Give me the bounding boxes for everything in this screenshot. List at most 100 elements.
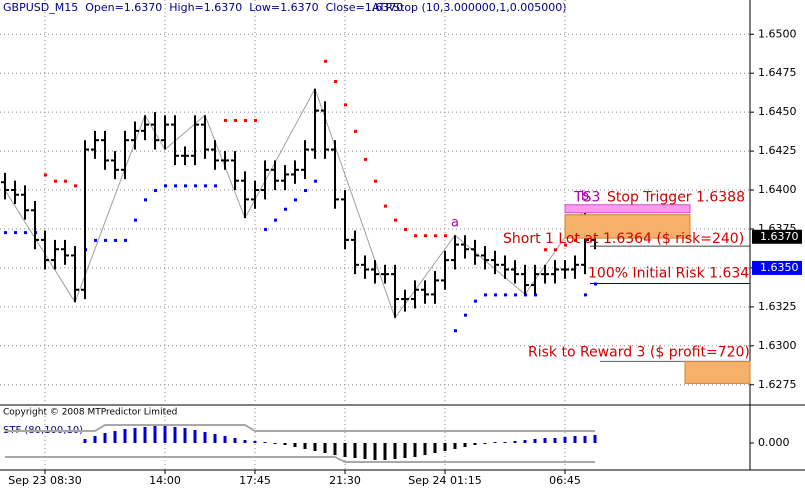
stf-bar xyxy=(593,435,597,443)
stf-bar xyxy=(393,443,397,459)
atr-stop-dot xyxy=(574,238,577,242)
atr-stop-dot xyxy=(374,179,377,183)
stf-bar xyxy=(583,436,587,443)
y-tick-label: 1.6300 xyxy=(758,339,797,352)
copyright: Copyright © 2008 MTPredictor Limited xyxy=(3,408,177,418)
stf-bar xyxy=(543,438,547,443)
stop-trigger-box xyxy=(564,204,691,214)
atr-stop-dot xyxy=(264,227,267,231)
stf-bar xyxy=(533,439,537,443)
atr-stop-dot xyxy=(394,218,397,222)
atr-stop-dot xyxy=(354,129,357,133)
atr-stop-dot xyxy=(514,293,517,297)
x-tick-label: 21:30 xyxy=(329,474,361,487)
atr-stop-dot xyxy=(364,157,367,161)
stf-bar xyxy=(303,443,307,449)
y-tick-label: 1.6400 xyxy=(758,183,797,196)
atr-stop-dot xyxy=(344,103,347,107)
y-tick-label: 1.6500 xyxy=(758,27,797,40)
atr-stop-dot xyxy=(534,293,537,297)
atr-stop-dot xyxy=(294,198,297,202)
y-tick-label: 0.000 xyxy=(758,436,790,449)
atr-stop-dot xyxy=(164,184,167,188)
price-marker-label: 1.6370 xyxy=(760,230,799,243)
price-marker-label: 1.6350 xyxy=(760,261,799,274)
risk-label: 100% Initial Risk 1.634 xyxy=(588,266,749,282)
atr-stop-dot xyxy=(224,118,227,122)
target-zone xyxy=(684,360,751,384)
stop-trigger-label: Stop Trigger 1.6388 xyxy=(607,190,745,206)
atr-stop-dot xyxy=(104,238,107,242)
stf-bar xyxy=(193,430,197,443)
atr-stop-dot xyxy=(554,248,557,252)
stf-bar xyxy=(133,428,137,443)
atr-stop-dot xyxy=(44,173,47,177)
stf-bar xyxy=(403,443,407,458)
stf-bar xyxy=(353,443,357,458)
atr-stop-dot xyxy=(204,184,207,188)
atr-stop-dot xyxy=(174,184,177,188)
atr-stop-dot xyxy=(544,248,547,252)
atr-stop-dot xyxy=(484,293,487,297)
stf-bar xyxy=(243,440,247,443)
atr-stop-dot xyxy=(274,218,277,222)
y-tick-label: 1.6450 xyxy=(758,105,797,118)
stf-bar xyxy=(433,443,437,453)
stf-bar xyxy=(293,443,297,447)
stf-bar xyxy=(343,443,347,457)
stf-bar xyxy=(523,440,527,443)
atr-stop-dot xyxy=(434,234,437,238)
stf-bar xyxy=(493,442,497,443)
atr-stop-dot xyxy=(234,118,237,122)
indicator-label: ATRStop (10,3.000000,1,0.005000) xyxy=(372,1,567,14)
atr-stop-dot xyxy=(384,204,387,208)
x-tick-label: 17:45 xyxy=(239,474,271,487)
stf-bar xyxy=(93,436,97,443)
atr-stop-dot xyxy=(584,293,587,297)
atr-stop-dot xyxy=(244,118,247,122)
atr-stop-dot xyxy=(324,59,327,63)
atr-stop-dot xyxy=(134,218,137,222)
atr-stop-dot xyxy=(524,293,527,297)
atr-stop-dot xyxy=(494,293,497,297)
atr-stop-dot xyxy=(194,184,197,188)
atr-stop-dot xyxy=(184,184,187,188)
atr-stop-dot xyxy=(454,329,457,333)
atr-stop-dot xyxy=(114,238,117,242)
x-tick-label: 06:45 xyxy=(549,474,581,487)
y-tick-label: 1.6475 xyxy=(758,66,797,79)
stf-bar xyxy=(513,441,517,443)
atr-stop-dot xyxy=(254,118,257,122)
stf-bar xyxy=(153,426,157,443)
stf-bar xyxy=(313,443,317,451)
atr-stop-dot xyxy=(444,234,447,238)
stf-bar xyxy=(473,443,477,445)
stf-bar xyxy=(283,443,287,445)
price-marker xyxy=(752,260,802,275)
stf-bar xyxy=(253,441,257,443)
atr-stop-dot xyxy=(284,207,287,211)
stf-bar xyxy=(463,443,467,447)
atr-stop-dot xyxy=(334,80,337,83)
stf-bar xyxy=(503,442,507,443)
atr-stop-dot xyxy=(144,198,147,202)
y-tick-label: 1.6275 xyxy=(758,378,797,391)
atr-stop-dot xyxy=(4,231,7,235)
atr-stop-dot xyxy=(24,231,27,235)
stf-bar xyxy=(363,443,367,459)
stf-bar xyxy=(453,443,457,449)
trigger-tag: TS3 xyxy=(573,190,600,206)
stf-bar xyxy=(263,442,267,443)
stf-bar xyxy=(273,443,277,444)
swing-label: b xyxy=(581,189,589,204)
stf-bar xyxy=(563,437,567,443)
stf-bar xyxy=(573,436,577,443)
y-tick-label: 1.6325 xyxy=(758,300,797,313)
atr-stop-dot xyxy=(54,179,57,183)
stf-bar xyxy=(323,443,327,453)
atr-stop-dot xyxy=(314,179,317,183)
swing-label: a xyxy=(451,216,459,231)
entry-zone xyxy=(564,214,691,239)
